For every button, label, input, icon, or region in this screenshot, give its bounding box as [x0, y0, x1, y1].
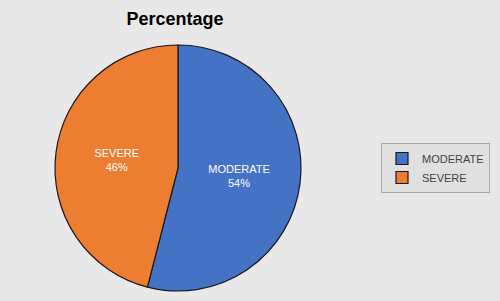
svg-text:MODERATE54%: MODERATE54% — [208, 163, 270, 189]
svg-text:SEVERE46%: SEVERE46% — [94, 147, 139, 173]
svg-text:MODERATE: MODERATE — [422, 153, 484, 165]
svg-text:SEVERE: SEVERE — [422, 172, 467, 184]
svg-text:Percentage: Percentage — [126, 9, 223, 29]
